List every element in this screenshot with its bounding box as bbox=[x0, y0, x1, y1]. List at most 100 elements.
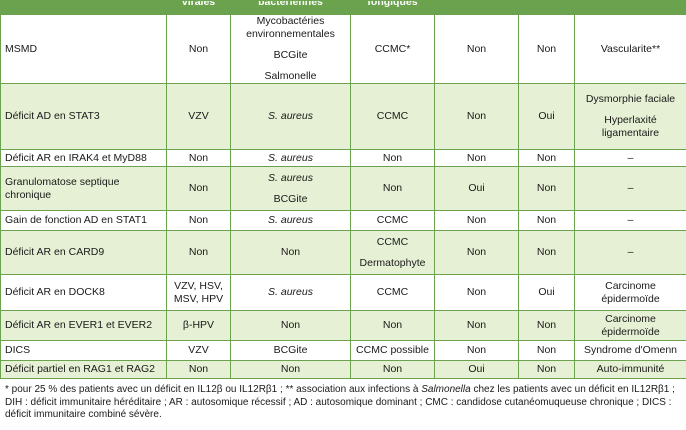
table-cell: Non bbox=[518, 210, 575, 231]
table-cell: Non bbox=[434, 210, 519, 231]
cell-text: Non bbox=[536, 319, 557, 331]
cell-text: Carcinome épidermoïde bbox=[601, 312, 660, 338]
cell-text: Non bbox=[466, 319, 487, 331]
cell-text: – bbox=[627, 151, 634, 164]
cell-text: Non bbox=[536, 182, 557, 194]
table-cell: – bbox=[574, 166, 686, 211]
cell-text: – bbox=[627, 182, 634, 194]
cell-text: VZV bbox=[188, 344, 209, 356]
table-cell: Oui bbox=[434, 166, 519, 211]
table-cell: Vascularite** bbox=[574, 14, 686, 84]
cell-text: Non bbox=[536, 246, 557, 258]
table-row: MSMD Non Mycobactéries environnementales BC… bbox=[0, 14, 686, 84]
table-cell: Non bbox=[166, 149, 231, 167]
table-row: Déficit AR en DOCK8 VZV, HSV, MSV, HPV S. … bbox=[0, 274, 686, 311]
cell-text: Non bbox=[382, 319, 403, 331]
cell-text: β-HPV bbox=[182, 319, 215, 331]
header-row: virales bactériennes fongiques bbox=[0, 0, 686, 15]
table-cell: Non bbox=[350, 360, 435, 379]
table-cell: – bbox=[574, 230, 686, 275]
row-label: Déficit AR en IRAK4 et MyD88 bbox=[0, 149, 167, 167]
table-cell: Non bbox=[518, 166, 575, 211]
header-cell: virales bbox=[166, 0, 231, 15]
table-cell: VZV bbox=[166, 340, 231, 361]
table-cell: Oui bbox=[518, 83, 575, 150]
cell-text: S. aureus bbox=[268, 214, 313, 226]
table-cell: Non bbox=[166, 360, 231, 379]
table-cell: Oui bbox=[518, 274, 575, 311]
cell-text: Non bbox=[188, 214, 209, 226]
cell-text: Non bbox=[280, 319, 301, 331]
row-label: Déficit AR en CARD9 bbox=[0, 230, 167, 275]
header-cell: bactériennes bbox=[230, 0, 351, 15]
row-label: Gain de fonction AD en STAT1 bbox=[0, 210, 167, 231]
table-cell: Non bbox=[518, 360, 575, 379]
cell-text: BCGite bbox=[273, 49, 308, 61]
table-cell: Non bbox=[518, 14, 575, 84]
table-cell: S. aureus bbox=[230, 274, 351, 311]
table-cell: Non bbox=[434, 149, 519, 167]
table-cell: Non bbox=[230, 310, 351, 341]
cell-text: Salmonelle bbox=[264, 70, 317, 82]
table-cell: Non bbox=[434, 230, 519, 275]
cell-text: Non bbox=[466, 110, 487, 122]
table-cell: Mycobactéries environnementales BCGite Sal… bbox=[230, 14, 351, 84]
cell-text: Carcinome épidermoïde bbox=[601, 279, 660, 305]
cell-text: Non bbox=[466, 286, 487, 298]
cell-text: Non bbox=[536, 42, 557, 55]
header-cell bbox=[434, 0, 519, 15]
table-cell: Non bbox=[434, 340, 519, 361]
table-cell: Carcinome épidermoïde bbox=[574, 274, 686, 311]
cell-text: Non bbox=[536, 344, 557, 356]
cell-text: Dysmorphie faciale bbox=[585, 93, 676, 105]
table-row: Granulomatose septique chronique Non S. au… bbox=[0, 166, 686, 211]
table-row: Déficit AR en CARD9 Non Non CCMC Dermatophyt… bbox=[0, 230, 686, 275]
table-cell: CCMC bbox=[350, 210, 435, 231]
cell-text: Oui bbox=[538, 286, 555, 298]
cell-text: Oui bbox=[538, 110, 555, 122]
table-cell: Non bbox=[434, 83, 519, 150]
table-cell: Auto-immunité bbox=[574, 360, 686, 379]
table-cell: Non bbox=[518, 340, 575, 361]
table-cell: Non bbox=[350, 149, 435, 167]
header-cell bbox=[0, 0, 167, 15]
table-cell: Non bbox=[434, 14, 519, 84]
cell-text: Non bbox=[536, 151, 557, 164]
cell-text: Auto-immunité bbox=[596, 363, 665, 375]
table-footnote: * pour 25 % des patients avec un déficit… bbox=[5, 384, 675, 420]
cell-text: BCGite bbox=[273, 192, 308, 205]
table-cell: CCMC Dermatophyte bbox=[350, 230, 435, 275]
cell-text: Oui bbox=[468, 182, 485, 194]
table-cell: CCMC possible bbox=[350, 340, 435, 361]
table-cell: S. aureus bbox=[230, 83, 351, 150]
table-row: Déficit AR en IRAK4 et MyD88 Non S. aureus… bbox=[0, 149, 686, 167]
table-cell: BCGite bbox=[230, 340, 351, 361]
table-body: MSMD Non Mycobactéries environnementales BC… bbox=[0, 14, 686, 379]
table-cell: Non bbox=[166, 230, 231, 275]
cell-text: Non bbox=[188, 42, 209, 55]
table-cell: S. aureus BCGite bbox=[230, 166, 351, 211]
cell-text: Non bbox=[382, 363, 403, 375]
cell-text: Non bbox=[466, 214, 487, 226]
cell-text: – bbox=[627, 246, 634, 258]
row-label: Déficit partiel en RAG1 et RAG2 bbox=[0, 360, 167, 379]
cell-text: CCMC possible bbox=[356, 344, 429, 356]
cell-text: S. aureus bbox=[268, 286, 313, 298]
cell-text: Non bbox=[382, 151, 403, 164]
table-cell: – bbox=[574, 149, 686, 167]
table-cell: Non bbox=[518, 230, 575, 275]
cell-text: Syndrome d'Omenn bbox=[583, 344, 678, 356]
table-cell: Carcinome épidermoïde bbox=[574, 310, 686, 341]
cell-text: Mycobactéries environnementales bbox=[246, 15, 335, 40]
cell-text: S. aureus bbox=[268, 171, 313, 184]
table-row: Déficit AR en EVER1 et EVER2 β-HPV Non Non N… bbox=[0, 310, 686, 341]
row-label: MSMD bbox=[0, 14, 167, 84]
cell-text: Non bbox=[382, 182, 403, 194]
immunodeficiency-table: virales bactériennes fongiques MSMD Non My… bbox=[0, 0, 686, 379]
table-cell: S. aureus bbox=[230, 210, 351, 231]
cell-text: CCMC* bbox=[374, 42, 411, 55]
table-cell: Non bbox=[434, 310, 519, 341]
table-cell: Non bbox=[350, 166, 435, 211]
row-label: Déficit AR en DOCK8 bbox=[0, 274, 167, 311]
cell-text: Non bbox=[280, 246, 301, 258]
